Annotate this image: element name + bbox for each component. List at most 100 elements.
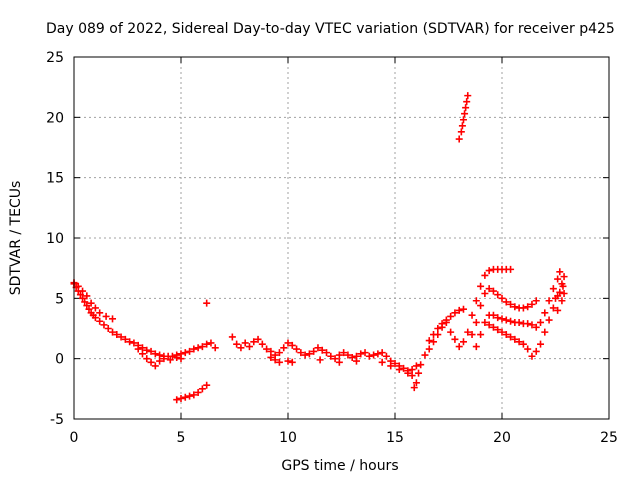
data-point (481, 290, 489, 298)
y-tick-label: -5 (50, 412, 64, 428)
data-point (462, 104, 470, 112)
data-point (457, 128, 465, 136)
data-point (228, 333, 236, 341)
data-point (374, 350, 382, 358)
data-point (245, 343, 253, 351)
data-point (556, 288, 564, 296)
data-point (415, 369, 423, 377)
data-point (425, 337, 433, 345)
data-point (156, 351, 164, 359)
data-point (412, 362, 420, 370)
data-point (451, 335, 459, 343)
data-point (143, 346, 151, 354)
data-point (461, 110, 469, 118)
y-tick-label: 5 (55, 291, 64, 307)
data-point (549, 285, 557, 293)
data-point (109, 315, 117, 323)
data-point (352, 357, 360, 365)
data-point (121, 335, 129, 343)
x-axis-label: GPS time / hours (281, 458, 398, 474)
y-tick-labels: -5 0 5 10 15 20 25 (46, 50, 64, 428)
data-point (335, 358, 343, 366)
data-point (552, 294, 559, 302)
series-late-cluster (410, 305, 467, 392)
data-point (528, 300, 536, 308)
data-point (458, 122, 466, 130)
data-point (524, 345, 532, 353)
data-point (545, 297, 553, 305)
series-mid-band (228, 333, 420, 375)
data-point (288, 358, 296, 366)
data-point (134, 345, 142, 353)
data-point (434, 325, 442, 332)
series-negative-segment (173, 381, 211, 404)
data-point (554, 306, 562, 314)
data-point (198, 385, 206, 393)
data-point (241, 339, 249, 347)
data-point (519, 340, 527, 348)
data-point (344, 351, 352, 359)
data-point (203, 381, 211, 389)
data-point (395, 366, 403, 374)
data-point (447, 328, 455, 336)
data-point (173, 353, 181, 361)
data-point (430, 331, 438, 339)
data-points (70, 92, 568, 404)
series-band-middle (472, 268, 564, 351)
data-point (96, 309, 104, 317)
data-point (382, 352, 390, 360)
data-point (485, 321, 493, 329)
x-tick-label: 25 (600, 430, 618, 446)
data-point (340, 349, 348, 357)
data-point (361, 349, 369, 357)
data-point (524, 303, 532, 311)
data-point (511, 303, 519, 311)
data-point (365, 352, 373, 360)
x-tick-label: 20 (493, 430, 511, 446)
data-point (494, 291, 502, 299)
data-point (102, 312, 110, 320)
data-point (310, 347, 318, 355)
data-point (537, 318, 545, 326)
data-point (87, 299, 95, 307)
x-tick-label: 15 (386, 430, 404, 446)
data-point (335, 351, 343, 359)
data-point (412, 379, 420, 387)
data-point (451, 309, 459, 317)
data-point (528, 352, 536, 360)
data-point (151, 350, 159, 358)
data-point (297, 349, 305, 357)
data-point (85, 305, 93, 313)
data-point (190, 391, 198, 399)
data-point (258, 340, 266, 348)
data-point (528, 321, 536, 329)
data-point (254, 335, 262, 343)
series-band-top (464, 265, 515, 336)
data-point (203, 340, 211, 348)
data-point (387, 362, 395, 370)
data-point (481, 318, 489, 326)
data-point (519, 304, 527, 312)
data-point (301, 351, 309, 359)
data-point (507, 300, 515, 308)
x-tick-label: 5 (177, 430, 186, 446)
data-point (211, 344, 219, 352)
y-tick-label: 0 (55, 352, 64, 368)
data-point (323, 349, 331, 357)
data-point (151, 362, 159, 370)
data-point (79, 294, 87, 302)
data-point (472, 318, 480, 326)
data-point (485, 285, 493, 293)
data-point (507, 333, 515, 341)
data-point (532, 347, 540, 355)
data-point (271, 356, 279, 364)
series-high-streak (455, 92, 472, 143)
data-point (378, 349, 386, 357)
data-point (472, 343, 480, 351)
data-point (417, 361, 425, 369)
data-point (203, 299, 211, 307)
series-mid-lower (267, 353, 416, 380)
data-point (464, 328, 472, 336)
data-point (331, 355, 339, 363)
data-point (156, 357, 164, 365)
